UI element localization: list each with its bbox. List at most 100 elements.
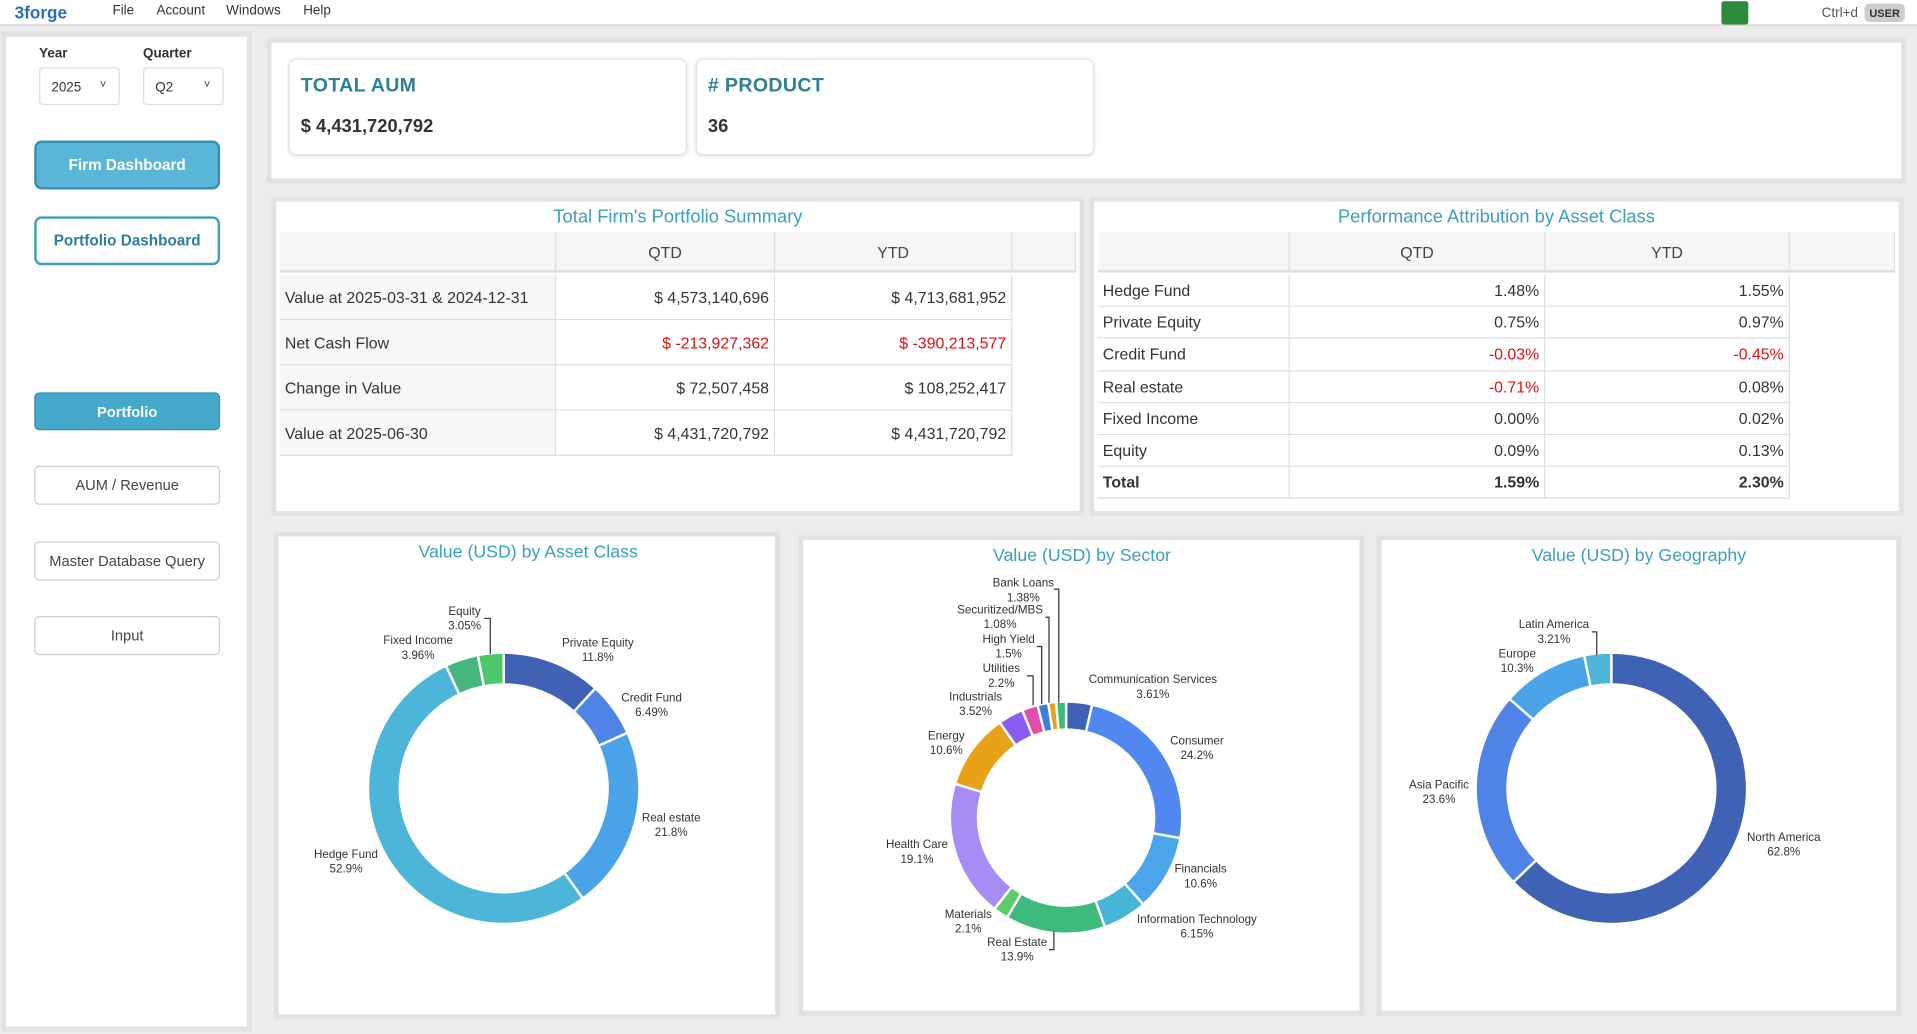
value-cell: 0.00% <box>1290 403 1546 435</box>
slice-label: Equity <box>448 605 480 618</box>
header-cell: QTD <box>556 232 775 272</box>
nav-button[interactable]: Master Database Query <box>34 541 220 580</box>
kpi-value: 36 <box>708 116 728 137</box>
value-cell: 0.09% <box>1290 435 1546 467</box>
value-cell: $ 4,573,140,696 <box>556 275 775 320</box>
value-cell: -0.03% <box>1290 339 1546 371</box>
slice-value-label: 6.49% <box>635 706 668 719</box>
row-label: Value at 2025-06-30 <box>280 411 556 456</box>
donut-slice <box>478 653 504 687</box>
kpi-card <box>289 59 688 156</box>
dropdown[interactable]: Q2˅ <box>143 67 224 105</box>
donut-slice <box>1476 699 1537 882</box>
header-cell: YTD <box>775 232 1012 272</box>
layout-icon[interactable] <box>1721 1 1748 24</box>
value-cell: 2.30% <box>1545 467 1790 499</box>
slice-value-label: 1.5% <box>995 648 1021 661</box>
slice-value-label: 13.9% <box>1001 951 1034 964</box>
leader-line <box>1045 617 1049 703</box>
slice-value-label: 11.8% <box>582 651 614 664</box>
slice-value-label: 6.15% <box>1180 927 1213 940</box>
value-cell: $ -390,213,577 <box>775 320 1012 365</box>
header-cell <box>1790 232 1895 272</box>
slice-value-label: 23.6% <box>1423 793 1456 806</box>
leader-line <box>1027 676 1033 705</box>
nav-button[interactable]: Portfolio Dashboard <box>34 216 220 265</box>
kpi-card <box>696 59 1095 156</box>
value-cell: $ -213,927,362 <box>556 320 775 365</box>
header-cell <box>280 232 556 272</box>
slice-value-label: 3.05% <box>448 619 481 632</box>
nav-button[interactable]: Firm Dashboard <box>34 141 220 190</box>
menu-item[interactable]: Windows <box>226 4 281 19</box>
kpi-title: TOTAL AUM <box>301 76 417 98</box>
value-cell: 0.13% <box>1545 435 1790 467</box>
donut-slice <box>1086 705 1182 839</box>
slice-value-label: 19.1% <box>900 853 933 866</box>
slice-value-label: 52.9% <box>330 863 363 876</box>
value-cell: 1.48% <box>1290 275 1546 307</box>
chart-title: Value (USD) by Geography <box>1532 545 1747 565</box>
leader-line <box>1592 632 1597 655</box>
slice-label: High Yield <box>983 633 1035 646</box>
slice-value-label: 10.6% <box>1184 877 1217 890</box>
row-label: Net Cash Flow <box>280 320 556 365</box>
nav-button[interactable]: Portfolio <box>34 392 220 430</box>
dropdown-caret: ˅ <box>204 78 210 90</box>
header-cell: YTD <box>1545 232 1790 272</box>
slice-value-label: 3.21% <box>1537 633 1570 646</box>
nav-button[interactable]: AUM / Revenue <box>34 466 220 505</box>
value-cell: $ 4,431,720,792 <box>775 411 1012 456</box>
value-cell: -0.71% <box>1290 371 1546 403</box>
slice-label: Credit Fund <box>621 692 682 705</box>
header-cell <box>1012 232 1076 272</box>
slice-value-label: 2.2% <box>988 677 1014 690</box>
value-cell: $ 72,507,458 <box>556 365 775 410</box>
value-cell: $ 4,431,720,792 <box>556 411 775 456</box>
header-cell: QTD <box>1290 232 1546 272</box>
value-cell: 0.75% <box>1290 307 1546 339</box>
slice-label: Financials <box>1174 863 1226 876</box>
row-label: Credit Fund <box>1098 339 1290 371</box>
slice-value-label: 1.08% <box>984 618 1017 631</box>
row-label: Equity <box>1098 435 1290 467</box>
slice-label: Bank Loans <box>993 577 1055 590</box>
row-label: Real estate <box>1098 371 1290 403</box>
value-cell: $ 108,252,417 <box>775 365 1012 410</box>
row-label: Private Equity <box>1098 307 1290 339</box>
row-label: Fixed Income <box>1098 403 1290 435</box>
user-button[interactable]: USER <box>1864 4 1904 22</box>
slice-value-label: 1.38% <box>1007 591 1040 604</box>
menu-item[interactable]: Help <box>303 4 331 19</box>
row-label: Total <box>1098 467 1290 499</box>
shortcut: Ctrl+d <box>1822 6 1858 21</box>
value-cell: 0.97% <box>1545 307 1790 339</box>
value-cell: 1.59% <box>1290 467 1546 499</box>
slice-label: Energy <box>928 729 965 742</box>
slice-label: Industrials <box>949 690 1002 703</box>
slice-value-label: 21.8% <box>655 826 688 839</box>
menu-item[interactable]: Account <box>156 4 205 19</box>
slice-label: Information Technology <box>1137 913 1257 926</box>
slice-label: Real estate <box>642 811 701 824</box>
nav-button[interactable]: Input <box>34 616 220 655</box>
table-title: Total Firm's Portfolio Summary <box>280 207 1076 228</box>
donut-slice <box>1007 893 1105 933</box>
filter-label: Year <box>39 46 67 61</box>
donut-slice <box>564 733 639 899</box>
value-cell: -0.45% <box>1545 339 1790 371</box>
slice-value-label: 2.1% <box>955 923 981 936</box>
value-cell: $ 4,713,681,952 <box>775 275 1012 320</box>
leader-line <box>1037 647 1042 704</box>
slice-value-label: 3.96% <box>402 649 435 662</box>
logo: 3forge <box>15 2 67 22</box>
header-cell <box>1098 232 1290 272</box>
slice-value-label: 24.2% <box>1180 749 1213 762</box>
slice-label: Consumer <box>1170 734 1224 747</box>
slice-label: Latin America <box>1519 618 1590 631</box>
dropdown[interactable]: 2025˅ <box>39 67 120 105</box>
leader-line <box>484 618 490 653</box>
menu-item[interactable]: File <box>112 4 134 19</box>
